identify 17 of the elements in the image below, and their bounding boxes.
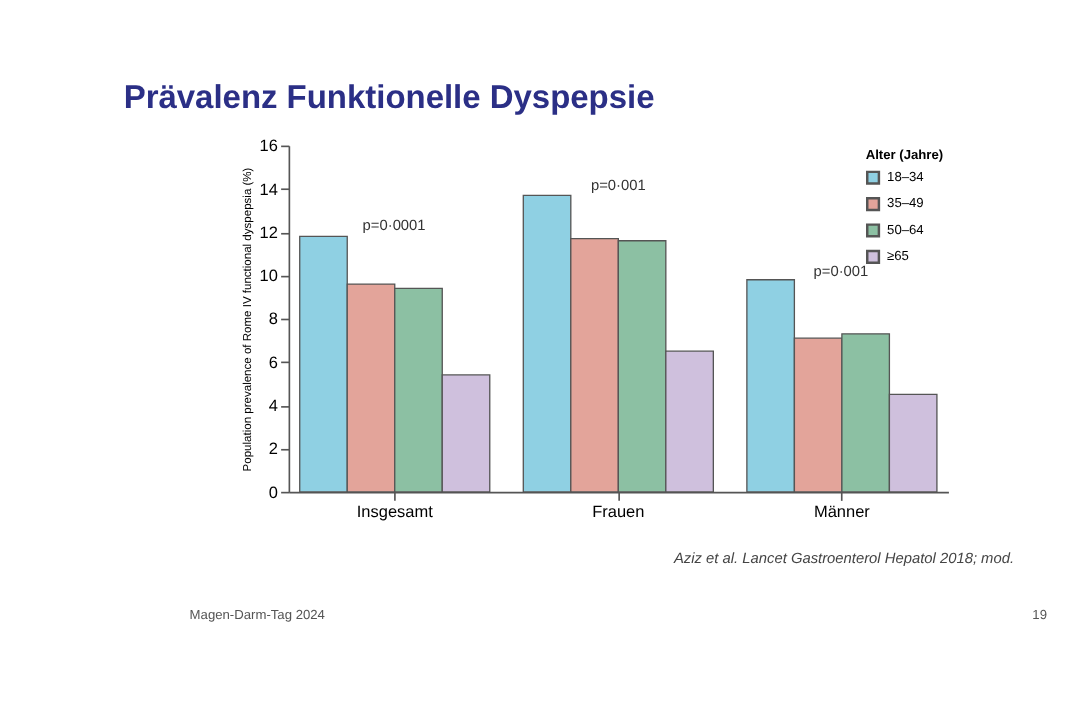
x-tick-label: Insgesamt (356, 503, 435, 522)
y-tick-label: 4 (268, 397, 279, 416)
annotation: p=0·0001 (362, 215, 426, 234)
y-tick-label: 6 (268, 353, 279, 372)
text: Aziz et al. Lancet Gastroenterol Hepatol 2018; mod. (671, 548, 1015, 567)
y-tick-label: 8 (268, 310, 279, 329)
x-tick-label: Männer (813, 503, 871, 522)
y-tick-label: 16 (259, 137, 279, 156)
y-tick-label: 10 (259, 267, 279, 286)
annotation: p=0·001 (590, 176, 646, 195)
x-tick-label: Frauen (592, 503, 646, 522)
y-tick-label: 14 (259, 180, 279, 199)
y-tick-label: 0 (268, 483, 279, 502)
y-tick-label: 12 (259, 223, 279, 242)
y-tick-label: 2 (268, 440, 279, 459)
chart-title: Prävalenz Funktionelle Dyspepsie (123, 79, 655, 116)
annotation: p=0·001 (813, 261, 869, 280)
